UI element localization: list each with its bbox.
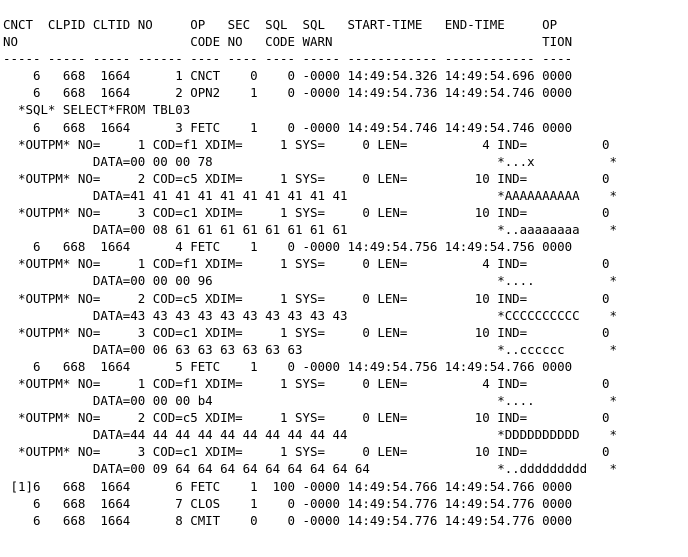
db-trace-log-text: CNCT CLPID CLTID NO OP SEC SQL SQL START…	[3, 17, 618, 528]
